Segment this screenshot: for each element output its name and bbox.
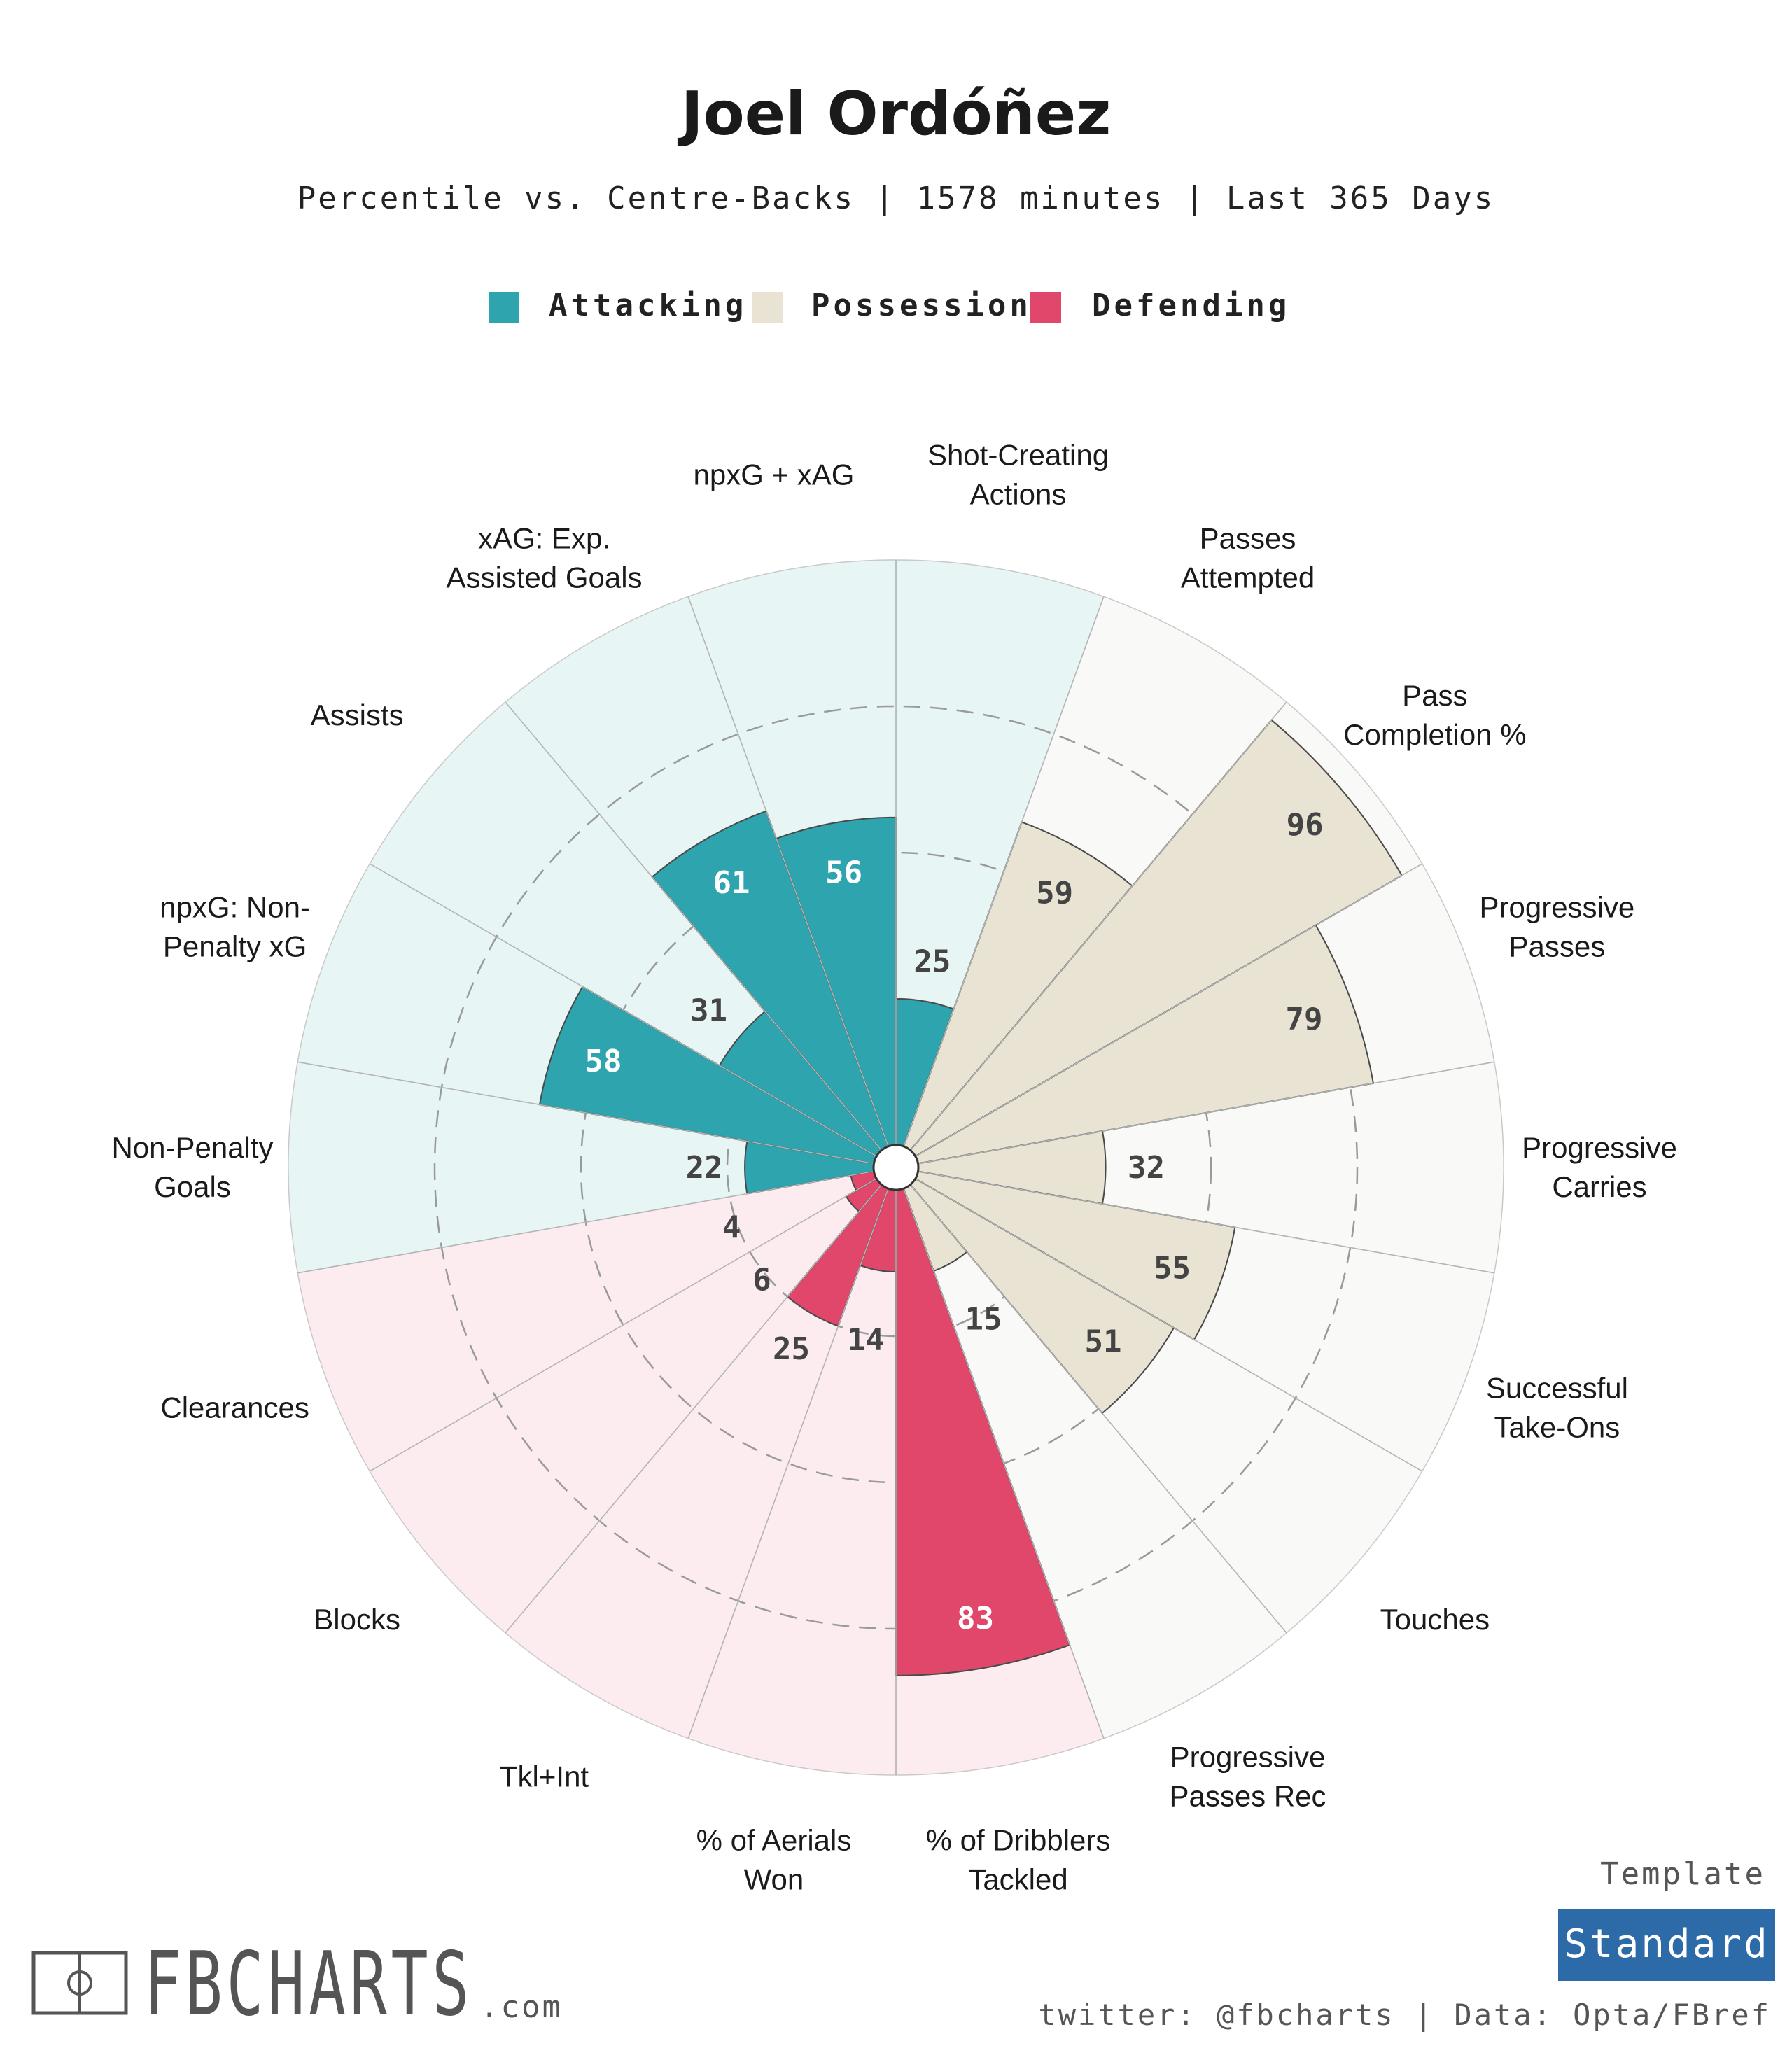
category-label: Shot-Creating Actions [927, 438, 1109, 510]
chart-title: Joel Ordóñez [678, 79, 1112, 149]
legend-label-possession: Possession [811, 288, 1032, 323]
category-label: npxG + xAG [694, 458, 855, 491]
value-label: 15 [965, 1302, 1002, 1338]
legend-label-defending: Defending [1092, 288, 1290, 323]
value-label: 22 [686, 1150, 723, 1186]
category-label: Progressive Carries [1522, 1131, 1677, 1203]
spoke [918, 1170, 1494, 1274]
value-label: 59 [1036, 875, 1073, 911]
value-label: 61 [713, 865, 750, 901]
category-label: Clearances [160, 1391, 309, 1424]
value-label: 25 [773, 1331, 810, 1367]
spoke [369, 863, 877, 1157]
spoke [918, 1061, 1494, 1165]
value-label: 31 [690, 993, 727, 1029]
value-label: 51 [1084, 1324, 1121, 1359]
category-label: Successful Take-Ons [1486, 1372, 1628, 1444]
spoke [298, 1061, 874, 1165]
value-label: 55 [1154, 1251, 1191, 1286]
category-label: Assists [311, 699, 404, 731]
spoke [505, 701, 883, 1151]
spoke [369, 1178, 877, 1472]
brand-logo: FBCHARTS .com [31, 1933, 563, 2035]
category-label: xAG: Exp. Assisted Goals [446, 522, 642, 594]
category-label: Progressive Passes [1480, 890, 1635, 962]
spoke [915, 863, 1423, 1157]
category-label: Pass Completion % [1343, 679, 1526, 751]
center-hub [872, 1144, 920, 1191]
category-label: Blocks [314, 1603, 400, 1636]
category-label: % of Dribblers Tackled [926, 1824, 1111, 1896]
value-label: 83 [957, 1601, 994, 1636]
spoke [687, 596, 889, 1147]
spoke [909, 1184, 1287, 1634]
legend: Attacking Possession Defending [489, 288, 1290, 323]
value-label: 79 [1286, 1002, 1323, 1037]
category-label: Tkl+Int [500, 1760, 589, 1793]
value-label: 56 [825, 855, 862, 890]
template-label: Template [1600, 1856, 1765, 1892]
value-label: 58 [584, 1044, 622, 1079]
category-label: Touches [1380, 1603, 1490, 1636]
category-labels: Shot-Creating Actions Passes Attempted Pass C… [111, 438, 1676, 1895]
brand-suffix: .com [480, 1989, 563, 2025]
brand-name: FBCHARTS [144, 1933, 473, 2035]
template-value: Standard [1564, 1921, 1770, 1967]
value-label: 25 [913, 944, 951, 980]
spoke [909, 701, 1287, 1151]
spokes [298, 560, 1494, 1775]
spoke [915, 1178, 1423, 1472]
legend-swatch-possession [752, 292, 783, 323]
value-label: 4 [722, 1210, 741, 1246]
category-label: Non-Penalty Goals [111, 1131, 273, 1203]
credits: twitter: @fbcharts | Data: Opta/FBref [1038, 1998, 1771, 2032]
legend-label-attacking: Attacking [549, 288, 747, 323]
spoke [298, 1170, 874, 1274]
category-label: Progressive Passes Rec [1169, 1740, 1326, 1812]
category-label: Passes Attempted [1181, 522, 1315, 594]
legend-swatch-defending [1030, 292, 1061, 323]
value-label: 96 [1287, 807, 1324, 843]
legend-swatch-attacking [489, 292, 519, 323]
value-label: 32 [1128, 1150, 1165, 1186]
spoke [505, 1184, 883, 1634]
value-label: 6 [752, 1263, 771, 1298]
spoke [903, 596, 1105, 1147]
category-label: npxG: Non-Penalty xG [160, 890, 310, 962]
chart-subtitle: Percentile vs. Centre-Backs | 1578 minut… [298, 181, 1494, 216]
spoke [903, 1188, 1105, 1739]
value-label: 14 [847, 1322, 884, 1358]
template-badge [1558, 1909, 1775, 1981]
spoke [687, 1188, 889, 1739]
category-label: % of Aerials Won [696, 1824, 852, 1896]
